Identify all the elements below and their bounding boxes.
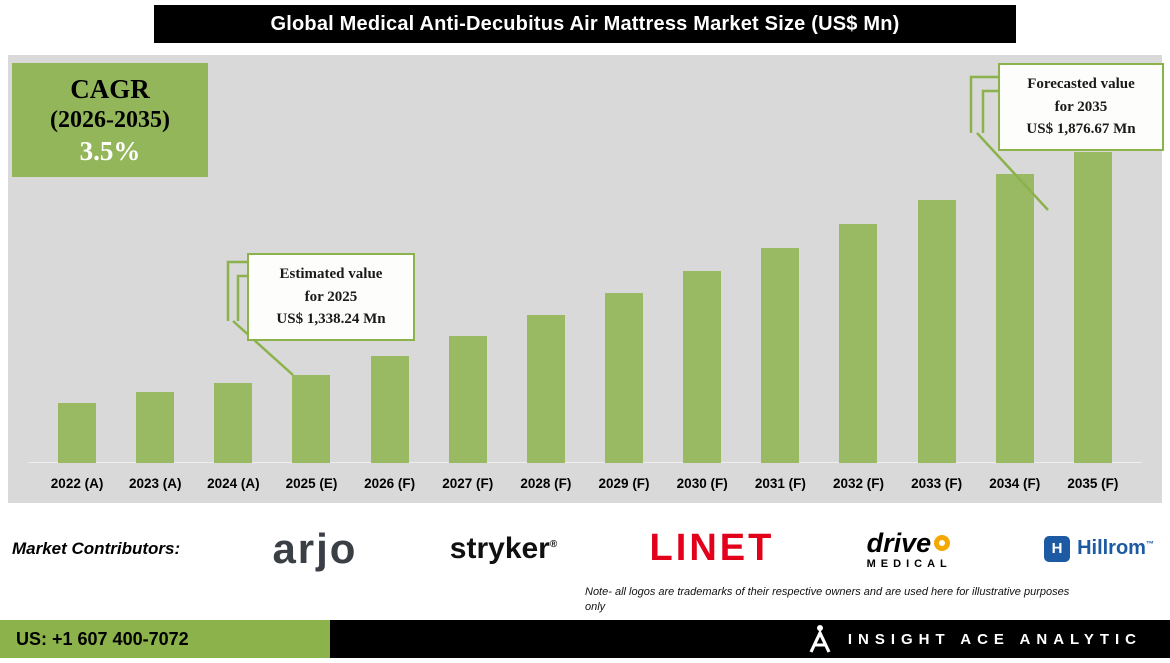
bar-column: 2025 (E) — [272, 55, 350, 503]
footer-bar: US: +1 607 400-7072 INSIGHT ACE ANALYTIC — [0, 620, 1170, 658]
x-axis-label: 2024 (A) — [207, 475, 260, 491]
hillrom-logo-icon: H — [1044, 535, 1071, 562]
estimated-value-callout: Estimated value for 2025 US$ 1,338.24 Mn — [247, 253, 415, 341]
bar — [839, 224, 878, 463]
trademark-note-line1: Note- all logos are trademarks of their … — [585, 586, 1070, 598]
drive-logo-top: drive — [867, 528, 951, 559]
hillrom-wordmark: Hillrom — [1077, 537, 1146, 559]
x-axis-label: 2029 (F) — [598, 475, 650, 491]
bar-column: 2035 (F) — [1054, 55, 1132, 503]
cagr-label: CAGR — [70, 73, 150, 104]
x-axis-label: 2028 (F) — [520, 475, 572, 491]
contributors-section: Market Contributors: arjo stryker® LINET… — [0, 503, 1170, 620]
bar — [292, 375, 331, 463]
forecasted-callout-value: US$ 1,876.67 Mn — [1026, 121, 1136, 137]
x-axis-line — [28, 462, 1142, 463]
bar-column: 2028 (F) — [507, 55, 585, 503]
bar-column: 2034 (F) — [976, 55, 1054, 503]
cagr-period: (2026-2035) — [50, 106, 170, 133]
bar-column: 2033 (F) — [898, 55, 976, 503]
arjo-logo: arjo — [272, 524, 358, 572]
forecasted-callout-title: Forecasted value — [1027, 76, 1135, 92]
bar — [136, 392, 175, 463]
x-axis-label: 2026 (F) — [364, 475, 416, 491]
stryker-logo-text: stryker — [449, 531, 550, 565]
cagr-value: 3.5% — [79, 135, 141, 166]
bar-column: 2032 (F) — [819, 55, 897, 503]
bar-column: 2022 (A) — [38, 55, 116, 503]
bar-chart: CAGR (2026-2035) 3.5% Estimated value fo… — [8, 55, 1164, 503]
brand-bar: INSIGHT ACE ANALYTIC — [330, 620, 1170, 658]
hillrom-logo: H Hillrom™ — [1044, 535, 1154, 562]
bar — [995, 174, 1034, 463]
page-title: Global Medical Anti-Decubitus Air Mattre… — [154, 5, 1016, 43]
x-axis-label: 2030 (F) — [676, 475, 728, 491]
bar-column: 2031 (F) — [741, 55, 819, 503]
bar — [1073, 152, 1112, 463]
trademark-mark: ™ — [1145, 539, 1154, 549]
bar-column: 2029 (F) — [585, 55, 663, 503]
bar-column: 2030 (F) — [663, 55, 741, 503]
estimated-callout-value: US$ 1,338.24 Mn — [276, 311, 386, 327]
bar — [370, 356, 409, 463]
bar — [448, 336, 487, 463]
market-infographic: Global Medical Anti-Decubitus Air Mattre… — [0, 5, 1170, 658]
estimated-callout-title: Estimated value — [279, 266, 383, 282]
x-axis-label: 2033 (F) — [911, 475, 963, 491]
linet-logo: LINET — [649, 527, 775, 569]
x-axis-label: 2025 (E) — [285, 475, 338, 491]
trademark-note: Note- all logos are trademarks of their … — [585, 585, 1069, 615]
bar-column: 2023 (A) — [116, 55, 194, 503]
x-axis-label: 2027 (F) — [442, 475, 494, 491]
stryker-logo: stryker® — [450, 532, 557, 566]
trademark-note-line2: only — [585, 600, 606, 613]
estimated-callout-subtitle: for 2025 — [304, 288, 358, 305]
drive-medical-logo: drive MEDICAL — [867, 528, 952, 570]
bar — [58, 403, 97, 463]
x-axis-label: 2032 (F) — [832, 475, 884, 491]
bar — [526, 315, 565, 463]
forecasted-value-callout: Forecasted value for 2035 US$ 1,876.67 M… — [998, 63, 1164, 151]
contributors-label: Market Contributors: — [12, 538, 181, 558]
registered-trademark-mark: ® — [549, 538, 558, 550]
x-axis-label: 2034 (F) — [989, 475, 1041, 491]
x-axis-label: 2035 (F) — [1067, 475, 1119, 491]
bars-row: 2022 (A) 2023 (A) 2024 (A) 2025 (E) 2026 (F)… — [8, 55, 1162, 503]
bar-column: 2024 (A) — [194, 55, 272, 503]
bar — [214, 383, 253, 463]
drive-logo-text: drive — [866, 527, 932, 558]
bar — [917, 200, 956, 463]
bar — [761, 248, 800, 463]
bar-column: 2026 (F) — [351, 55, 429, 503]
brand-name: INSIGHT ACE ANALYTIC — [847, 630, 1142, 648]
drive-circle-icon — [934, 535, 951, 551]
insightace-logo-icon — [809, 625, 831, 653]
x-axis-label: 2022 (A) — [50, 475, 104, 491]
phone-number: US: +1 607 400-7072 — [0, 620, 330, 658]
cagr-box: CAGR (2026-2035) 3.5% — [12, 63, 208, 177]
forecasted-callout-subtitle: for 2035 — [1054, 98, 1108, 115]
x-axis-label: 2023 (A) — [128, 475, 182, 491]
x-axis-label: 2031 (F) — [754, 475, 806, 491]
bar — [683, 271, 722, 463]
hillrom-logo-text: Hillrom™ — [1077, 537, 1154, 560]
bar-column: 2027 (F) — [429, 55, 507, 503]
drive-medical-subtext: MEDICAL — [866, 557, 952, 570]
bar — [605, 293, 644, 463]
